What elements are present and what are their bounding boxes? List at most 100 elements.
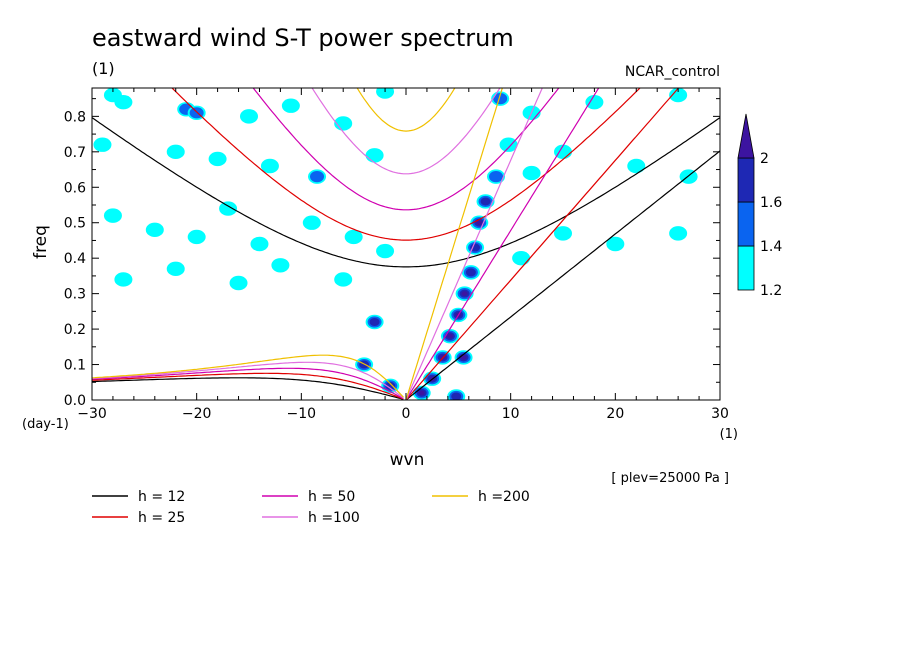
contour-blob — [493, 93, 508, 105]
gravity-wave-curve — [171, 88, 641, 241]
legend-label: h = 25 — [138, 510, 185, 526]
legend-label: h =100 — [308, 510, 360, 526]
gravity-wave-curve — [252, 88, 560, 211]
y-tick-label: 0.1 — [64, 358, 86, 374]
plot-frame — [91, 87, 721, 401]
colorbar-extension — [737, 113, 755, 159]
contour-blob — [669, 88, 688, 103]
contour-blob — [250, 236, 269, 252]
y-tick-label: 0.3 — [64, 287, 86, 303]
y-axis-units: (day-1) — [22, 417, 69, 432]
contour-blob — [669, 226, 688, 241]
contour-blob — [489, 171, 504, 183]
contour-blob — [376, 88, 395, 99]
rossby-curve — [92, 372, 404, 400]
contour-blob — [470, 243, 481, 252]
dispersion-curves — [92, 88, 720, 400]
contour-blob — [451, 392, 462, 400]
y-tick-label: 0.5 — [64, 216, 86, 232]
contour-blob — [522, 165, 541, 181]
x-tick-label: 0 — [402, 406, 411, 422]
kelvin-curve — [405, 150, 720, 400]
contour-blob — [166, 261, 185, 277]
contour-blob — [114, 272, 133, 287]
contour-blob — [344, 229, 363, 245]
rossby-curve — [92, 377, 404, 400]
legend-label: h = 12 — [138, 489, 185, 505]
contour-blob — [240, 109, 258, 124]
contour-blob — [512, 250, 531, 266]
contour-blob — [606, 236, 625, 252]
rossby-curve — [92, 367, 404, 400]
contour-blob — [281, 98, 300, 113]
contour-blob — [187, 229, 206, 245]
legend-label: h =200 — [478, 489, 530, 505]
contour-blob — [499, 137, 518, 152]
gravity-wave-curve — [356, 88, 456, 132]
y-tick-label: 0.2 — [64, 322, 86, 338]
y-tick-label: 0.0 — [64, 393, 86, 409]
kelvin-curve — [405, 88, 600, 400]
contour-blob — [446, 333, 453, 339]
contour-blob — [334, 272, 353, 287]
x-tick-label: −10 — [287, 406, 317, 422]
contour-blob — [302, 215, 321, 230]
y-tick-label: 0.4 — [64, 251, 86, 267]
colorbar-label: 1.6 — [760, 195, 782, 211]
x-tick-label: 30 — [711, 406, 729, 422]
contour-blob — [554, 226, 572, 241]
chart-title: eastward wind S-T power spectrum — [92, 24, 514, 52]
contour-blob — [271, 258, 290, 273]
rossby-curve — [92, 361, 404, 399]
y-tick-label: 0.7 — [64, 145, 86, 161]
kelvin-curve — [405, 88, 543, 400]
contour-blob — [461, 291, 468, 297]
units-label-top: (1) — [92, 59, 115, 78]
contour-blob — [376, 243, 395, 259]
contour-blob — [585, 94, 604, 110]
x-tick-label: −20 — [182, 406, 212, 422]
plev-note: [ plev=25000 Pa ] — [611, 471, 729, 486]
axis-ticks: −30 −20 −10 0 10 20 30 0.0 0.1 0.2 0.3 0.4 0.5 0.6 0.7… — [64, 88, 729, 422]
case-name: NCAR_control — [625, 64, 720, 80]
colorbar-label: 1.2 — [760, 283, 782, 299]
contour-blob — [310, 171, 325, 183]
colorbar: 2 1.6 1.4 1.2 — [737, 113, 782, 299]
gravity-wave-curve — [92, 117, 720, 268]
gravity-wave-curve — [311, 88, 501, 175]
contour-blob — [480, 197, 491, 206]
contour-blob — [476, 220, 483, 226]
colorbar-label: 1.4 — [760, 239, 782, 255]
contour-blob — [460, 355, 467, 360]
colorbar-label: 2 — [760, 151, 769, 167]
y-tick-label: 0.6 — [64, 180, 86, 196]
rossby-curve — [92, 354, 404, 398]
contour-blob — [114, 94, 133, 110]
x-axis-units: (1) — [720, 427, 738, 442]
colorbar-segment — [737, 157, 755, 203]
contour-blob — [679, 169, 698, 184]
contour-blob — [166, 144, 185, 160]
colorbar-segment — [737, 245, 755, 291]
y-axis-label: freq — [31, 225, 51, 259]
x-axis-label: wvn — [390, 450, 425, 470]
contour-blob — [465, 268, 476, 277]
contour-blob — [418, 390, 425, 396]
contour-blob — [103, 208, 122, 223]
legend-label: h = 50 — [308, 489, 355, 505]
contour-blob — [219, 201, 238, 216]
colorbar-segment — [737, 201, 755, 247]
contour-blob — [229, 275, 248, 291]
y-tick-label: 0.8 — [64, 109, 86, 125]
contour-blob — [369, 318, 380, 326]
contour-blob — [260, 158, 279, 174]
power-contours — [93, 88, 698, 400]
contour-blob — [145, 222, 164, 238]
contour-blob — [93, 137, 112, 152]
x-tick-label: −30 — [77, 406, 107, 422]
x-tick-label: 20 — [606, 406, 624, 422]
kelvin-curve — [405, 88, 680, 400]
contour-blob — [208, 151, 227, 167]
contour-blob — [627, 158, 646, 174]
